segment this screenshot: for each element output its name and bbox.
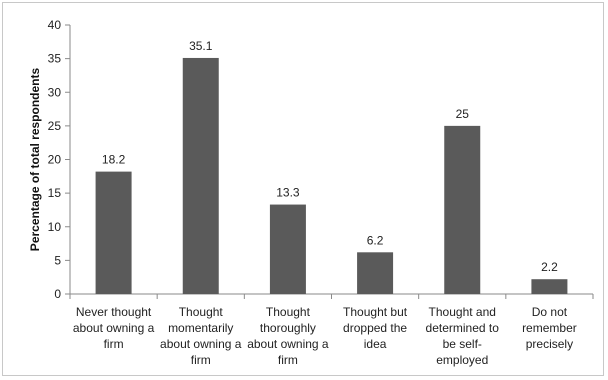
bar [269,204,306,294]
bar [444,125,481,294]
data-label: 13.3 [276,186,300,200]
y-tick-label: 25 [48,119,62,133]
x-category-label-line: be self- [443,337,482,351]
x-category-label: Thought and determined to be self-employed [426,305,500,367]
x-category-label-line: Thought [179,305,224,319]
x-category-label-line: precisely [526,337,573,351]
bar-chart: Percentage of total respondents 0 5 10 15 20… [28,18,594,367]
y-tick-label: 20 [48,153,62,167]
x-category-label: Do not remember precisely [522,305,577,351]
x-category-label-line: firm [278,353,298,367]
bar [95,171,132,294]
y-tick-label: 0 [54,287,61,301]
y-tick-label: 15 [48,186,62,200]
data-label: 2.2 [541,260,558,274]
bar [531,279,568,294]
bar [182,57,219,294]
x-category-label-line: Thought [266,305,311,319]
x-category-label-line: determined to [426,321,500,335]
axes [65,24,594,299]
x-category-label-line: firm [104,337,124,351]
y-tick-label: 35 [48,52,62,66]
x-category-label-line: thoroughly [260,321,316,335]
x-category-label-line: about owning a [73,321,155,335]
x-category-label-line: idea [364,337,387,351]
bars [95,57,568,294]
bar [357,252,394,294]
y-tick-label: 40 [48,18,62,32]
data-label: 35.1 [189,39,213,53]
x-category-label: Thought but dropped the idea [343,305,408,351]
labels: 0 5 10 15 20 25 30 35 40 18.2 Never thought about o… [48,18,577,367]
chart-frame: Percentage of total respondents 0 5 10 15 20… [2,2,604,376]
data-label: 18.2 [102,153,126,167]
data-label: 25 [456,107,470,121]
x-category-label-line: employed [436,353,488,367]
x-category-label-line: dropped the [343,321,407,335]
x-category-label-line: remember [522,321,577,335]
y-axis-title: Percentage of total respondents [28,67,42,251]
y-tick-label: 5 [54,253,61,267]
x-category-label-line: Thought and [429,305,496,319]
x-category-label-line: Do not [532,305,568,319]
x-category-label-line: Never thought [76,305,152,319]
y-tick-label: 30 [48,85,62,99]
x-category-label-line: about owning a [247,337,329,351]
data-label: 6.2 [367,233,384,247]
x-category-label-line: Thought but [343,305,408,319]
x-category-label: Thought momentarily about owning a firm [160,305,242,367]
y-tick-label: 10 [48,220,62,234]
x-category-label-line: momentarily [168,321,233,335]
x-category-label-line: about owning a [160,337,242,351]
x-category-label: Never thought about owning a firm [73,305,155,351]
x-category-label: Thought thoroughly about owning a firm [247,305,329,367]
x-category-label-line: firm [191,353,211,367]
